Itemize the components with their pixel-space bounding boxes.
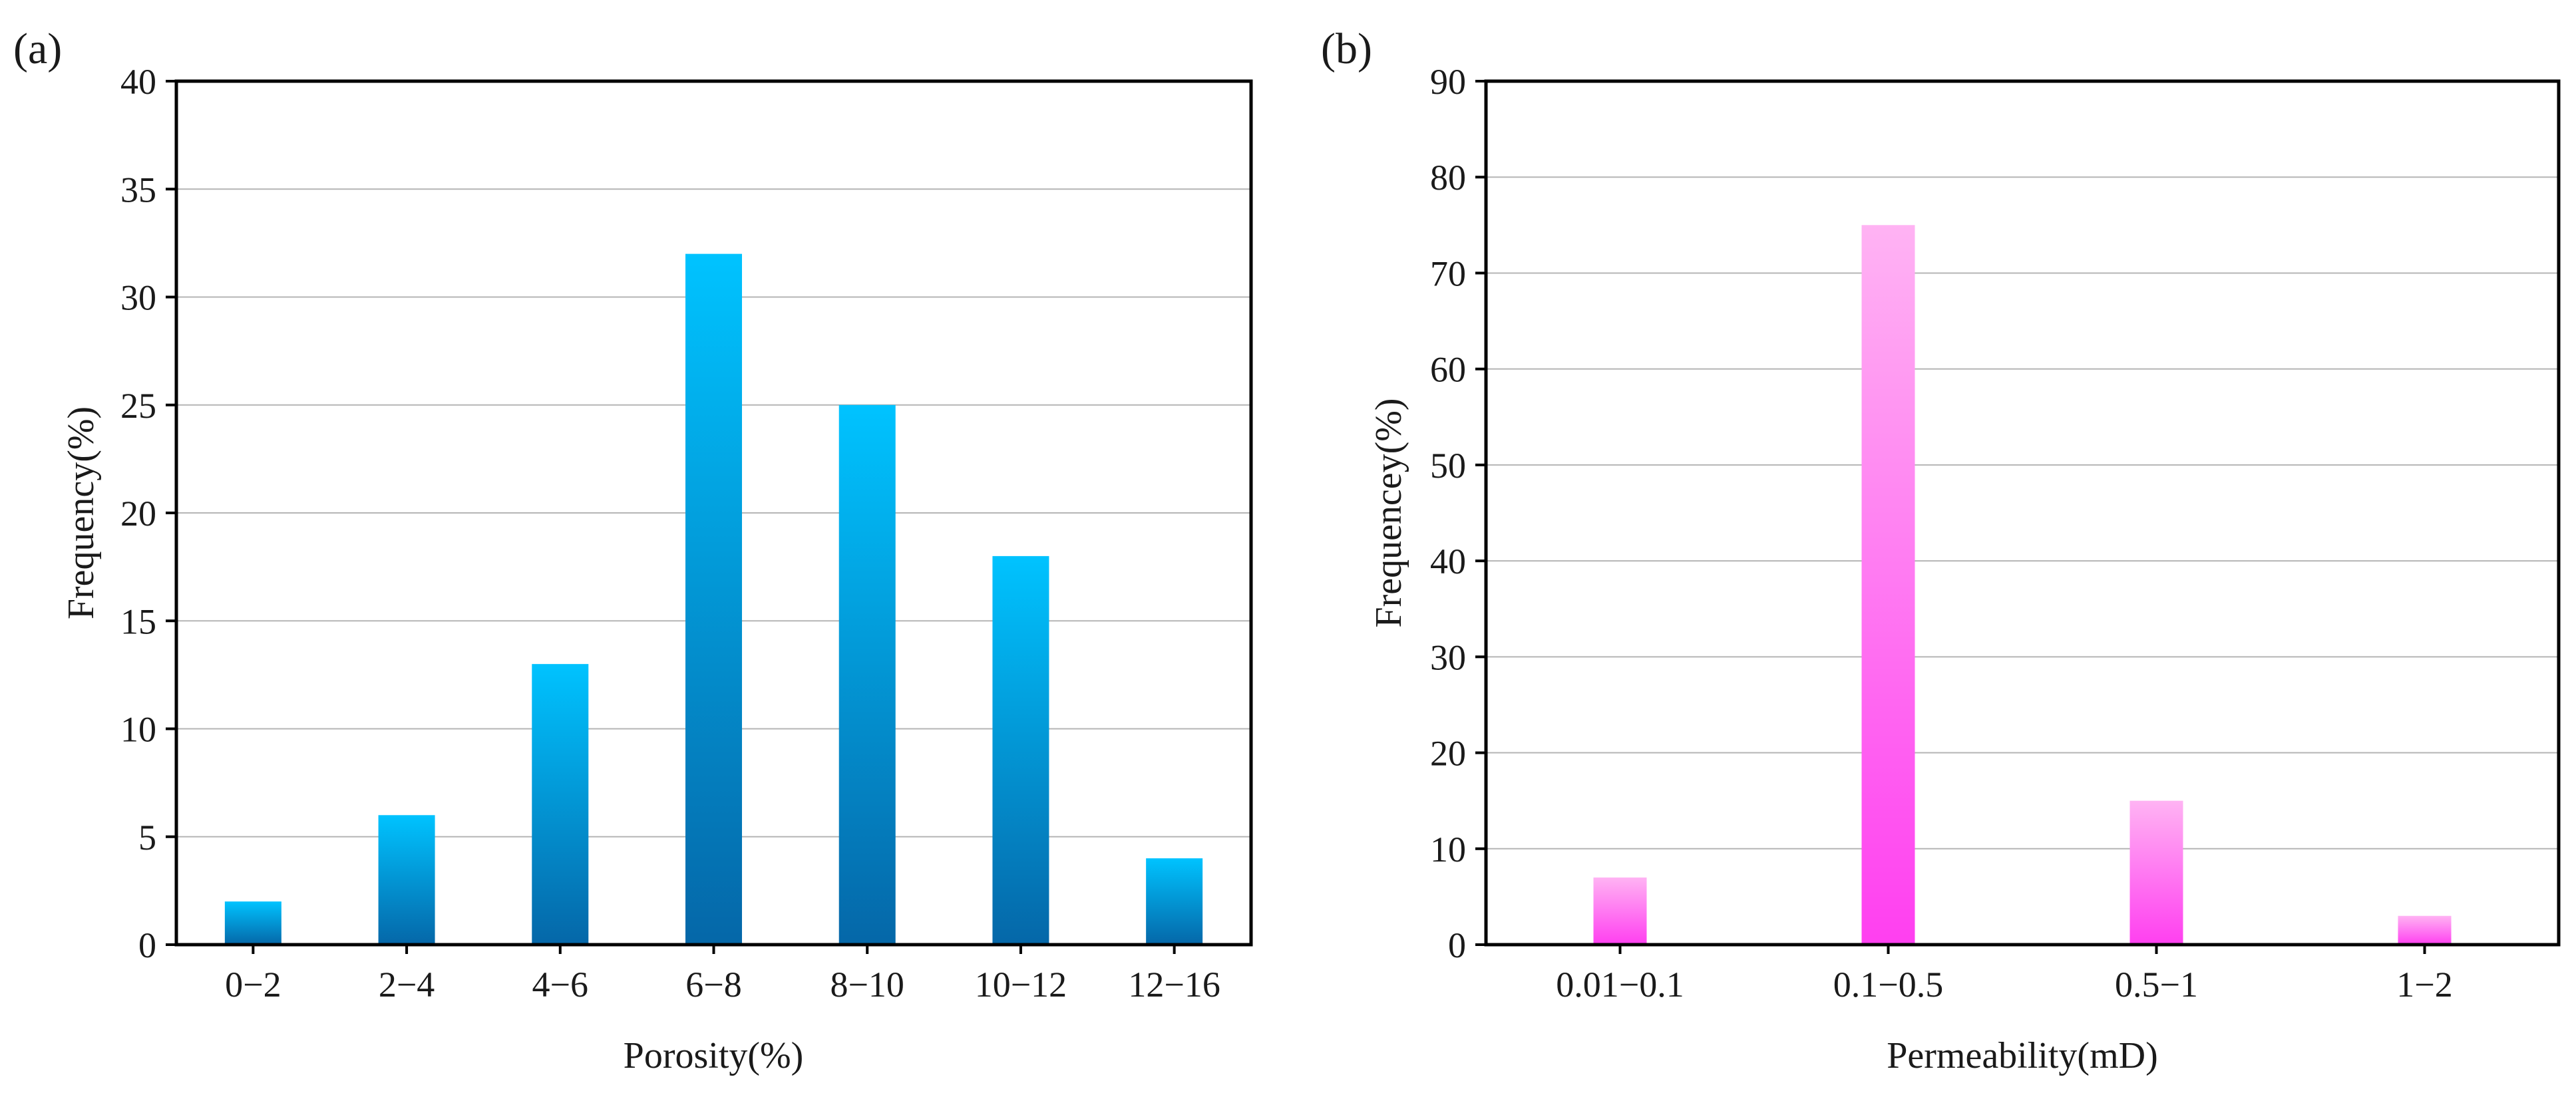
porosity-y-tick-label: 15 [120, 601, 156, 641]
porosity-x-tick-label: 2−4 [379, 965, 435, 1005]
porosity-x-axis-title: Porosity(%) [624, 1035, 804, 1076]
permeability-y-axis: 0 10 20 30 40 50 60 70 80 90 [1430, 62, 1486, 965]
permeability-plot-frame [1484, 79, 2561, 947]
permeability-chart-panel: 0 10 20 30 40 50 60 70 80 90 0.01−0.1 0.1−0.5 0.5−1… [1321, 25, 2561, 1076]
permeability-x-tick-label: 1−2 [2396, 965, 2452, 1005]
permeability-panel-label: (b) [1321, 25, 1372, 73]
permeability-x-tick-label: 0.1−0.5 [1833, 965, 1943, 1005]
porosity-y-tick-label: 10 [120, 710, 156, 750]
permeability-gridlines [1486, 176, 2559, 850]
permeability-y-tick-label: 20 [1430, 734, 1466, 774]
porosity-bar [224, 901, 281, 945]
porosity-x-tick-label: 6−8 [685, 965, 741, 1005]
permeability-bars [1593, 225, 2452, 945]
permeability-bar [1593, 877, 1647, 945]
permeability-y-tick-label: 70 [1430, 253, 1466, 293]
porosity-x-tick-label: 4−6 [532, 965, 588, 1005]
porosity-bars [224, 253, 1203, 945]
permeability-bar [2129, 800, 2183, 945]
permeability-bar [1861, 225, 1915, 945]
permeability-x-tick-label: 0.01−0.1 [1556, 965, 1684, 1005]
porosity-y-tick-label: 25 [120, 386, 156, 426]
permeability-y-tick-label: 80 [1430, 158, 1466, 198]
permeability-y-tick-label: 90 [1430, 62, 1466, 102]
porosity-x-tick-label: 8−10 [830, 965, 904, 1005]
porosity-y-tick-label: 5 [138, 818, 156, 858]
permeability-x-tick-label: 0.5−1 [2115, 965, 2198, 1005]
permeability-y-tick-label: 30 [1430, 637, 1466, 677]
porosity-x-tick-label: 12−16 [1128, 965, 1220, 1005]
porosity-bar [1146, 858, 1203, 945]
porosity-y-axis: 0 5 10 15 20 25 30 35 40 [120, 62, 176, 965]
porosity-bar [532, 664, 589, 945]
permeability-y-tick-label: 0 [1448, 925, 1466, 965]
porosity-bar [992, 555, 1049, 945]
porosity-y-axis-title: Frequency(%) [61, 406, 102, 619]
permeability-y-tick-label: 10 [1430, 830, 1466, 869]
porosity-bar [685, 253, 742, 945]
porosity-chart-panel: 0 5 10 15 20 25 30 35 40 0−2 2−4 4−6 6−8 8−10 10−12 12… [13, 25, 1253, 1076]
porosity-y-tick-label: 30 [120, 278, 156, 318]
porosity-bar [378, 815, 435, 945]
permeability-y-tick-label: 40 [1430, 542, 1466, 581]
porosity-y-tick-label: 0 [138, 925, 156, 965]
porosity-x-tick-label: 10−12 [975, 965, 1067, 1005]
porosity-y-tick-label: 35 [120, 170, 156, 210]
porosity-y-tick-label: 20 [120, 494, 156, 534]
permeability-y-tick-label: 60 [1430, 350, 1466, 390]
permeability-y-axis-title: Frequencey(%) [1368, 398, 1409, 627]
permeability-x-axis: 0.01−0.1 0.1−0.5 0.5−1 1−2 [1556, 945, 2453, 1005]
permeability-bar [2398, 915, 2452, 945]
porosity-y-tick-label: 40 [120, 62, 156, 102]
porosity-panel-label: (a) [13, 25, 62, 73]
porosity-x-axis: 0−2 2−4 4−6 6−8 8−10 10−12 12−16 [225, 945, 1220, 1005]
porosity-x-tick-label: 0−2 [225, 965, 281, 1005]
permeability-y-tick-label: 50 [1430, 446, 1466, 486]
permeability-x-axis-title: Permeability(mD) [1887, 1035, 2157, 1076]
porosity-bar [838, 404, 896, 945]
